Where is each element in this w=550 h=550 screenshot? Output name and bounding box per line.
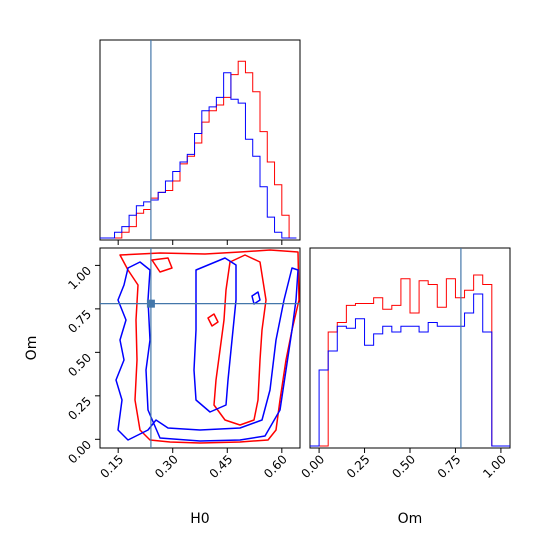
h0-hist-blue [100, 72, 297, 239]
om-hist-red [310, 274, 510, 447]
blue-island-contour [251, 291, 261, 305]
h0-tick-label: 0.15 [98, 452, 127, 481]
h0-histogram-frame [99, 39, 301, 241]
om-hist-tick-label: 0.75 [435, 452, 464, 481]
om-histogram [310, 274, 510, 447]
om-axis-title: Om [24, 336, 40, 361]
om-tick-label: 0.75 [65, 307, 94, 336]
joint-contour-frame [99, 247, 301, 449]
om-tick-label: 0.50 [65, 351, 94, 380]
truth-point-marker [146, 299, 155, 308]
red-outer-contour [119, 249, 300, 444]
axes: 0.15 0.30 0.45 0.60 0.00 0.25 0.50 0.75 1.00 0.00… [24, 240, 509, 527]
h0-tick-label: 0.30 [152, 452, 181, 481]
truth-markers [100, 40, 462, 448]
om-hist-tick-label: 0.25 [344, 452, 373, 481]
om-hist-axis-title: Om [398, 511, 423, 527]
red-island-contour [207, 313, 219, 327]
om-histogram-frame [309, 247, 511, 449]
h0-tick-label: 0.60 [261, 452, 290, 481]
blue-outer-contour [115, 261, 299, 442]
om-tick-label: 1.00 [65, 264, 94, 293]
om-hist-tick-label: 0.00 [298, 452, 327, 481]
h0-tick-label: 0.45 [207, 452, 236, 481]
h0-histogram [100, 60, 297, 239]
om-tick-label: 0.00 [65, 438, 94, 467]
red-inner-contour [213, 254, 267, 426]
om-tick-label: 0.25 [65, 394, 94, 423]
om-hist-blue [310, 293, 510, 447]
om-hist-tick-label: 0.50 [389, 452, 418, 481]
om-hist-tick-label: 1.00 [480, 452, 509, 481]
blue-inner-contour [193, 257, 237, 413]
red-island-contour [151, 257, 173, 273]
h0-axis-title: H0 [190, 511, 209, 527]
joint-contours [115, 249, 300, 444]
